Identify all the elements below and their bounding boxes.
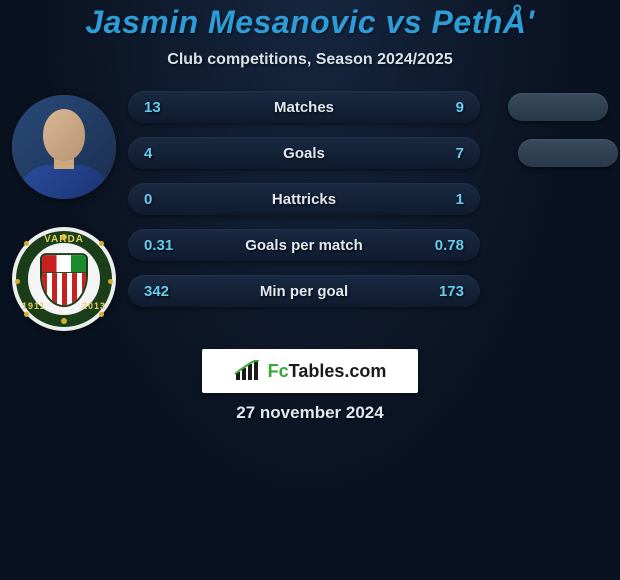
stat-right-value: 7 [456, 145, 464, 162]
stat-label: Goals [283, 145, 325, 162]
stat-row: 342 Min per goal 173 [128, 275, 480, 307]
stat-bars: 13 Matches 9 4 Goals 7 0 Hattricks 1 0.3… [128, 91, 620, 321]
stat-left-value: 0.31 [144, 237, 173, 254]
player2-crest: VARDA 1911 2013 [12, 227, 116, 331]
stat-label: Goals per match [245, 237, 363, 254]
brand-chart-icon [234, 360, 262, 382]
brand-badge: FcTables.com [202, 349, 418, 393]
stat-left-value: 13 [144, 99, 161, 116]
crest-year-right: 2013 [82, 301, 106, 311]
stat-left-value: 342 [144, 283, 169, 300]
stat-pill [508, 93, 608, 121]
stat-label: Min per goal [260, 283, 348, 300]
stat-label: Matches [274, 99, 334, 116]
stat-row: 13 Matches 9 [128, 91, 480, 123]
player1-avatar [12, 95, 116, 199]
stat-row: 4 Goals 7 [128, 137, 480, 169]
stat-left-value: 0 [144, 191, 152, 208]
main-row: VARDA 1911 2013 13 Matches 9 4 Goals 7 0… [0, 91, 620, 331]
stat-right-value: 1 [456, 191, 464, 208]
stat-row: 0 Hattricks 1 [128, 183, 480, 215]
subtitle: Club competitions, Season 2024/2025 [0, 51, 620, 69]
stat-right-value: 9 [456, 99, 464, 116]
stat-right-value: 173 [439, 283, 464, 300]
stat-label: Hattricks [272, 191, 336, 208]
stat-pill [518, 139, 618, 167]
portraits-column: VARDA 1911 2013 [0, 91, 128, 331]
infographic-content: Jasmin Mesanovic vs PethÅ' Club competit… [0, 0, 620, 423]
brand-text: FcTables.com [268, 361, 387, 382]
date-label: 27 november 2024 [0, 403, 620, 423]
stat-left-value: 4 [144, 145, 152, 162]
comparison-title: Jasmin Mesanovic vs PethÅ' [0, 4, 620, 41]
stat-row: 0.31 Goals per match 0.78 [128, 229, 480, 261]
crest-year-left: 1911 [22, 301, 46, 311]
stat-right-value: 0.78 [435, 237, 464, 254]
crest-name: VARDA [44, 234, 84, 245]
